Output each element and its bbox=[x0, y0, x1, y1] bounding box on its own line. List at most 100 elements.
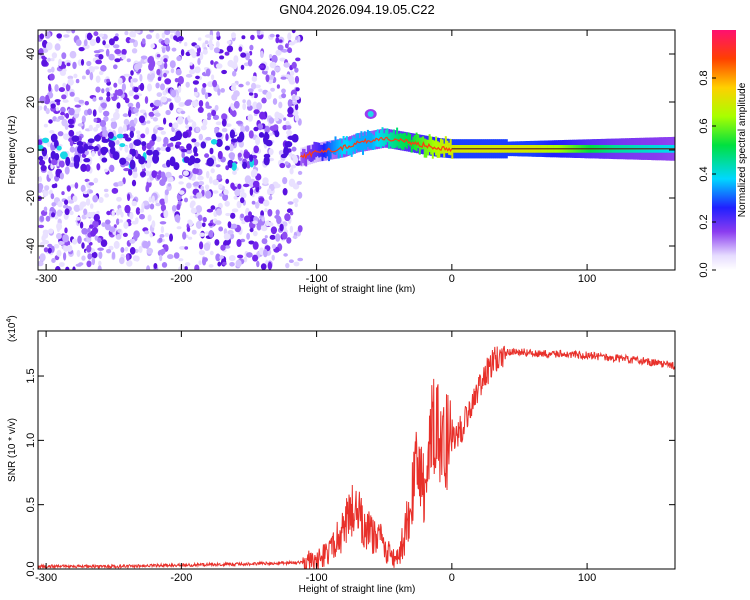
noise-speck bbox=[267, 209, 273, 217]
noise-speck bbox=[170, 89, 177, 98]
noise-blob bbox=[274, 130, 280, 138]
y-tick-label: 0.0 bbox=[25, 561, 37, 576]
noise-speck bbox=[53, 244, 60, 249]
noise-speck bbox=[192, 80, 199, 85]
noise-speck bbox=[291, 146, 297, 152]
noise-speck bbox=[290, 164, 296, 169]
noise-speck bbox=[187, 115, 191, 121]
noise-speck bbox=[282, 177, 288, 185]
noise-speck bbox=[51, 212, 56, 218]
noise-speck bbox=[173, 252, 180, 259]
noise-speck bbox=[230, 212, 236, 219]
noise-speck bbox=[249, 50, 253, 56]
noise-speck bbox=[214, 239, 220, 246]
noise-speck bbox=[81, 115, 86, 124]
noise-speck bbox=[58, 58, 62, 67]
noise-speck bbox=[280, 76, 287, 80]
noise-speck bbox=[80, 163, 87, 172]
noise-speck bbox=[117, 181, 124, 187]
signal-band bbox=[451, 145, 454, 159]
noise-speck bbox=[194, 264, 200, 270]
noise-speck bbox=[261, 217, 266, 222]
noise-speck bbox=[253, 109, 260, 115]
noise-speck bbox=[98, 33, 104, 38]
noise-speck bbox=[38, 261, 44, 267]
noise-speck bbox=[98, 96, 104, 101]
noise-speck bbox=[156, 147, 161, 152]
noise-speck bbox=[287, 112, 294, 118]
noise-blob bbox=[93, 145, 99, 152]
noise-speck bbox=[170, 68, 175, 74]
signal-band bbox=[318, 143, 321, 158]
noise-speck bbox=[113, 64, 118, 70]
noise-speck bbox=[244, 215, 251, 223]
noise-speck bbox=[133, 107, 139, 113]
noise-blob bbox=[100, 146, 109, 154]
noise-speck bbox=[177, 76, 184, 85]
noise-speck bbox=[178, 190, 185, 195]
noise-speck bbox=[184, 262, 191, 267]
noise-speck bbox=[144, 230, 150, 235]
noise-speck bbox=[74, 182, 79, 189]
noise-speck bbox=[193, 162, 200, 169]
noise-speck bbox=[287, 106, 294, 115]
noise-speck bbox=[159, 198, 166, 206]
noise-blob bbox=[41, 137, 50, 143]
signal-band bbox=[439, 138, 442, 154]
noise-speck bbox=[95, 124, 100, 129]
noise-speck bbox=[68, 124, 75, 128]
noise-speck bbox=[44, 31, 51, 39]
noise-speck bbox=[219, 55, 225, 60]
noise-speck bbox=[98, 197, 104, 203]
noise-speck bbox=[182, 131, 189, 139]
noise-speck bbox=[249, 44, 254, 51]
signal-band bbox=[350, 138, 353, 157]
noise-speck bbox=[139, 82, 145, 92]
noise-speck bbox=[49, 130, 55, 134]
noise-blob bbox=[284, 141, 293, 148]
noise-speck bbox=[269, 33, 275, 38]
noise-speck bbox=[95, 36, 101, 44]
noise-speck bbox=[193, 168, 197, 174]
noise-speck bbox=[38, 139, 43, 146]
noise-speck bbox=[215, 164, 221, 168]
noise-speck bbox=[169, 142, 174, 148]
noise-speck bbox=[123, 221, 129, 229]
noise-blob bbox=[224, 145, 230, 151]
noise-speck bbox=[178, 181, 184, 185]
noise-speck bbox=[181, 151, 185, 159]
noise-speck bbox=[205, 101, 210, 108]
noise-speck bbox=[220, 88, 225, 93]
noise-speck bbox=[204, 153, 210, 158]
noise-speck bbox=[297, 257, 304, 262]
noise-speck bbox=[252, 220, 258, 225]
noise-speck bbox=[152, 117, 158, 122]
noise-speck bbox=[55, 266, 61, 270]
noise-speck bbox=[128, 90, 134, 97]
noise-speck bbox=[203, 242, 211, 251]
noise-blob bbox=[73, 159, 80, 169]
noise-blob bbox=[116, 133, 124, 139]
noise-speck bbox=[66, 244, 73, 252]
noise-speck bbox=[113, 111, 120, 120]
signal-band bbox=[436, 141, 439, 158]
noise-speck bbox=[91, 227, 99, 235]
signal-band bbox=[366, 129, 369, 147]
signal-band bbox=[305, 152, 308, 167]
noise-speck bbox=[204, 40, 209, 45]
noise-speck bbox=[139, 109, 147, 114]
noise-speck bbox=[175, 30, 181, 37]
noise-speck bbox=[156, 68, 161, 76]
noise-blob bbox=[87, 145, 95, 150]
noise-speck bbox=[256, 30, 261, 36]
noise-speck bbox=[73, 204, 81, 212]
noise-speck bbox=[272, 98, 278, 105]
noise-speck bbox=[159, 254, 163, 262]
noise-speck bbox=[217, 88, 221, 96]
noise-speck bbox=[127, 154, 133, 159]
noise-speck bbox=[81, 255, 86, 261]
noise-speck bbox=[151, 195, 155, 204]
noise-speck bbox=[149, 139, 155, 147]
signal-band bbox=[407, 132, 410, 146]
noise-speck bbox=[287, 99, 293, 108]
